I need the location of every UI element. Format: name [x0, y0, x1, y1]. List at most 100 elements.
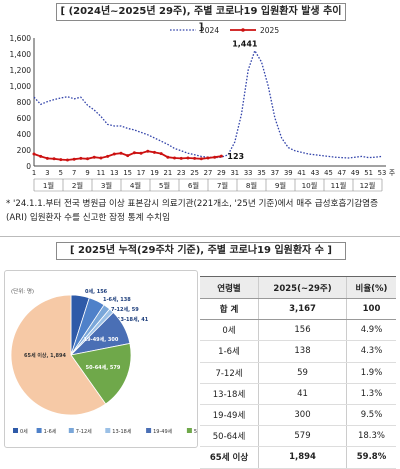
pie-slice-label: 7-12세, 59 — [111, 306, 139, 313]
y-tick-label: 1,200 — [10, 66, 32, 75]
y-tick-label: 1,400 — [10, 50, 32, 59]
x-tick-label: 41 — [297, 169, 306, 177]
x-tick-label: 7 — [72, 169, 76, 177]
header-ratio: 비율(%) — [345, 276, 396, 299]
series-point-2025 — [219, 154, 223, 158]
x-tick-label: 47 — [338, 169, 347, 177]
footnote: * '24.1.1.부터 전국 병원급 이상 표본감시 의료기관(221개소, … — [6, 199, 378, 223]
month-label: 10월 — [302, 181, 318, 190]
series-line-2024 — [33, 49, 383, 159]
table-header-row: 연령별 2025(~29주) 비율(%) — [200, 276, 396, 299]
line-chart-title: [ (2024년~2025년 29주), 주별 코로나19 입원환자 발생 추이… — [56, 3, 346, 33]
series-point-2025 — [146, 149, 150, 153]
pie-legend-swatch — [186, 428, 192, 433]
pie-legend-swatch — [13, 428, 18, 433]
row-ratio: 18.3% — [345, 425, 396, 448]
pie-legend-label: 19-49세 — [153, 428, 173, 435]
x-tick-label: 39 — [284, 169, 293, 177]
pie-legend-swatch — [36, 428, 42, 433]
x-tick-label: 43 — [311, 169, 320, 177]
table-row: 0세 156 4.9% — [200, 319, 396, 342]
series-point-2025 — [86, 157, 90, 161]
series-point-2025 — [126, 154, 130, 158]
y-tick-label: 400 — [17, 130, 32, 139]
section-divider — [0, 236, 400, 237]
table-row: 50-64세 579 18.3% — [200, 425, 396, 448]
row-count: 59 — [258, 362, 347, 384]
series-point-2025 — [45, 156, 49, 160]
x-tick-label: 49 — [351, 169, 360, 177]
x-tick-label: 27 — [204, 169, 213, 177]
table-row: 19-49세 300 9.5% — [200, 404, 396, 427]
series-point-2025 — [79, 156, 83, 160]
series-point-2025 — [39, 154, 43, 158]
pie-legend-label: 0세 — [20, 428, 28, 435]
series-point-2025 — [206, 156, 210, 160]
x-tick-label: 15 — [123, 169, 132, 177]
series-point-2025 — [166, 155, 170, 159]
row-age: 50-64세 — [200, 425, 259, 448]
pie-legend-swatch — [105, 428, 111, 433]
row-age: 0세 — [200, 319, 259, 342]
row-age: 7-12세 — [200, 362, 259, 384]
series-point-2025 — [106, 154, 110, 158]
pie-legend-label: 1-6세 — [44, 428, 57, 435]
row-count: 579 — [258, 425, 347, 448]
row-age: 1-6세 — [200, 340, 259, 363]
series-point-2025 — [213, 155, 217, 159]
table-row: 1-6세 138 4.3% — [200, 340, 396, 363]
x-unit-label: 주 — [389, 169, 395, 177]
table-section-title: [ 2025년 누적(29주차 기준), 주별 코로나19 입원환자 수 ] — [56, 242, 346, 260]
table-total-row: 합 계 3,167 100 — [200, 298, 396, 321]
month-label: 8월 — [246, 181, 257, 190]
series-point-2025 — [179, 156, 183, 160]
series-point-2025 — [199, 157, 203, 161]
series-point-2025 — [173, 156, 177, 160]
pie-legend-label: 7-12세 — [76, 428, 92, 435]
y-tick-label: 1,600 — [10, 34, 32, 43]
month-label: 9월 — [275, 181, 286, 190]
legend-label-2024: 2024 — [200, 26, 219, 35]
pie-slice — [70, 342, 132, 405]
pie-unit-label: (단위: 명) — [11, 287, 34, 295]
series-point-2025 — [139, 151, 143, 155]
series-point-2025 — [186, 156, 190, 160]
month-label: 4월 — [130, 181, 141, 190]
series-point-2025 — [159, 152, 163, 156]
x-tick-label: 29 — [217, 169, 226, 177]
legend-label-2025: 2025 — [260, 26, 279, 35]
header-count: 2025(~29주) — [258, 276, 347, 299]
x-tick-label: 31 — [230, 169, 239, 177]
header-age: 연령별 — [200, 276, 259, 299]
pie-slice-label: 19-49세, 300 — [84, 336, 119, 343]
x-tick-label: 17 — [137, 169, 146, 177]
x-tick-label: 53 — [378, 169, 387, 177]
x-tick-label: 1 — [32, 169, 36, 177]
series-point-2025 — [152, 150, 156, 154]
row-ratio: 9.5% — [345, 404, 396, 427]
series-point-2025 — [132, 151, 136, 155]
y-tick-label: 800 — [17, 98, 32, 107]
pie-slice-label: 1-6세, 138 — [103, 296, 131, 303]
series-point-2025 — [59, 158, 63, 162]
row-age: 13-18세 — [200, 383, 259, 405]
x-tick-label: 3 — [45, 169, 49, 177]
total-ratio: 100 — [345, 298, 396, 321]
legend-marker-2025 — [241, 28, 245, 32]
x-tick-label: 5 — [59, 169, 63, 177]
series-point-2025 — [112, 152, 116, 156]
pie-slice-label: 65세 이상, 1,894 — [24, 352, 66, 359]
x-tick-label: 35 — [257, 169, 266, 177]
month-label: 1월 — [43, 181, 54, 190]
peak-annotation: 1,441 — [232, 40, 258, 49]
latest-annotation: 123 — [227, 152, 244, 161]
series-point-2025 — [52, 157, 56, 161]
series-point-2025 — [65, 158, 69, 162]
series-point-2025 — [119, 151, 123, 155]
x-tick-label: 13 — [110, 169, 119, 177]
pie-slice-label: 0세, 156 — [85, 288, 108, 295]
month-label: 5월 — [159, 181, 170, 190]
x-tick-label: 23 — [177, 169, 186, 177]
